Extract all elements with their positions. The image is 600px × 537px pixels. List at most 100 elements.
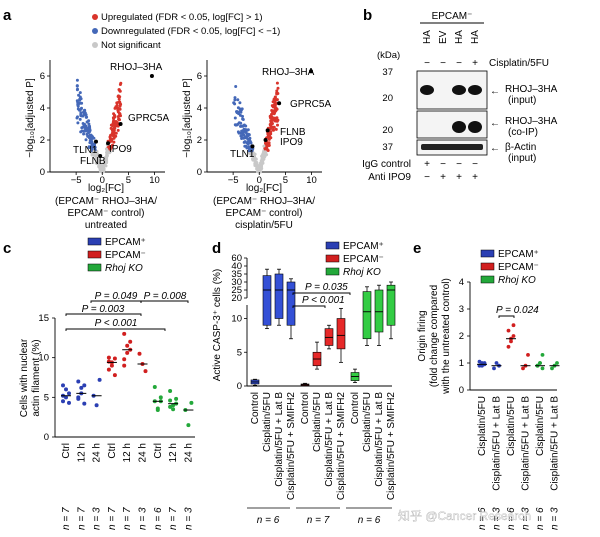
a2-label-tln1: TLN1 <box>230 149 255 160</box>
volcano-point <box>268 114 272 118</box>
panel-label-c: c <box>3 240 11 257</box>
volcano-point <box>117 88 121 92</box>
volcano-point <box>245 146 249 150</box>
a2-ylabel: −log₁₀[adjusted P] <box>182 78 193 158</box>
c-y-tick-label: 5 <box>44 392 49 403</box>
e-data-point <box>555 361 559 365</box>
e-n-label: n = 3 <box>492 507 503 530</box>
volcano-point <box>275 89 279 93</box>
c-legend-3: Rhoj KO <box>105 263 143 274</box>
band-actin <box>421 144 483 150</box>
c-pval-1: P = 0.049 <box>95 291 138 302</box>
y-tick-label: 0 <box>40 167 45 178</box>
volcano-point <box>253 164 257 167</box>
volcano-point <box>117 97 121 101</box>
c-x-label: 24 h <box>183 443 194 462</box>
c-data-point <box>94 403 99 408</box>
d-x-label: Cisplatin/5FU + Lat B <box>374 392 385 487</box>
x-tick-label: 10 <box>149 175 160 186</box>
c-data-point <box>168 398 173 403</box>
x-tick-label: −5 <box>228 175 239 186</box>
x-tick-label: 5 <box>283 175 288 186</box>
c-bracket-3 <box>65 313 142 316</box>
volcano-point <box>238 101 242 105</box>
c-data-point <box>171 403 176 408</box>
volcano-point <box>233 116 237 120</box>
volcano-point <box>117 111 121 115</box>
volcano-point <box>261 152 265 156</box>
y-tick-label: 4 <box>40 103 45 114</box>
watermark: 知乎 @Cancer Research <box>398 509 531 523</box>
c-legend-1: EPCAM⁺ <box>105 237 146 248</box>
d-x-label: Cisplatin/5FU + SMIFH2 <box>386 392 397 501</box>
volcano-point <box>237 121 241 125</box>
d-y-tick-label: 30 <box>231 277 242 288</box>
e-legend-3: Rhoj KO <box>498 275 536 286</box>
c-data-point <box>168 404 173 409</box>
c-legend-swatch-1 <box>87 237 102 246</box>
e-n-label: n = 6 <box>535 507 546 530</box>
a1-ylabel: −log₁₀[adjusted P] <box>25 78 36 158</box>
volcano-point <box>250 152 254 156</box>
d-legend-swatch-1 <box>325 241 340 250</box>
volcano-point <box>250 149 254 153</box>
row-ipo9-s3: + <box>456 172 462 183</box>
e-data-point <box>540 366 545 371</box>
volcano-point <box>92 150 96 153</box>
e-y-tick-label: 1 <box>459 358 464 369</box>
d-n-2: n = 7 <box>307 515 330 526</box>
c-pval-3: P = 0.003 <box>82 304 125 315</box>
a2-points <box>232 69 314 174</box>
a1-label-rhoj: RHOJ–3HA <box>110 62 163 73</box>
volcano-point <box>94 154 98 158</box>
volcano-point <box>84 138 88 142</box>
e-x-label: Cisplatin/5FU <box>535 396 546 456</box>
d-x-label: Cisplatin/5FU + SMIFH2 <box>286 392 297 501</box>
c-data-point <box>112 373 117 378</box>
c-x-label: 12 h <box>76 443 87 462</box>
volcano-point <box>75 78 79 82</box>
volcano-point <box>276 86 280 90</box>
volcano-point <box>105 161 109 165</box>
row-ipo9-s2: + <box>440 172 446 183</box>
c-data-point <box>67 400 71 405</box>
a1-label-gprc5a: GPRC5A <box>128 113 169 124</box>
a2-label-flnb: FLNB <box>280 127 306 138</box>
panel-c-plot: 0 5 10 15 Cells with nuclear actin filament… <box>19 291 195 530</box>
d-box <box>274 273 284 319</box>
volcano-point <box>112 140 116 144</box>
a2-label-rhoj: RHOJ–3HA <box>262 67 315 78</box>
c-pval-4: P < 0.001 <box>95 318 138 329</box>
volcano-point <box>117 117 121 121</box>
e-data-point <box>511 334 516 338</box>
volcano-point <box>76 107 80 111</box>
volcano-point <box>262 144 266 148</box>
volcano-point <box>118 95 122 99</box>
volcano-point <box>236 130 240 134</box>
d-x-label: Cisplatin/5FU <box>362 392 373 452</box>
row-ipo9-label: Anti IPO9 <box>368 172 411 183</box>
e-data-point <box>540 353 545 357</box>
e-y-tick-label: 4 <box>459 277 464 288</box>
volcano-point <box>76 121 80 125</box>
e-y-tick-label: 0 <box>459 385 464 396</box>
x-tick-label: 0 <box>257 175 262 186</box>
band-label-coip-2: (co-IP) <box>508 127 538 138</box>
mw-37a: 37 <box>382 67 393 78</box>
d-legend-3: Rhoj KO <box>343 267 381 278</box>
d-bracket-1 <box>292 292 351 295</box>
x-tick-label: −5 <box>71 175 82 186</box>
highlighted-gene-point <box>94 139 98 144</box>
c-n-label: n = 3 <box>138 507 149 530</box>
mw-37b: 37 <box>382 142 393 153</box>
c-data-point <box>79 385 84 390</box>
e-legend-swatch-1 <box>480 249 495 258</box>
c-legend-swatch-3 <box>87 263 102 272</box>
d-n-1: n = 6 <box>257 515 280 526</box>
volcano-point <box>262 155 266 159</box>
d-legend-2: EPCAM⁻ <box>343 254 384 265</box>
c-n-label: n = 7 <box>61 507 72 530</box>
volcano-point <box>233 96 237 100</box>
d-x-label: Cisplatin/5FU <box>312 392 323 452</box>
c-data-point <box>106 359 111 364</box>
